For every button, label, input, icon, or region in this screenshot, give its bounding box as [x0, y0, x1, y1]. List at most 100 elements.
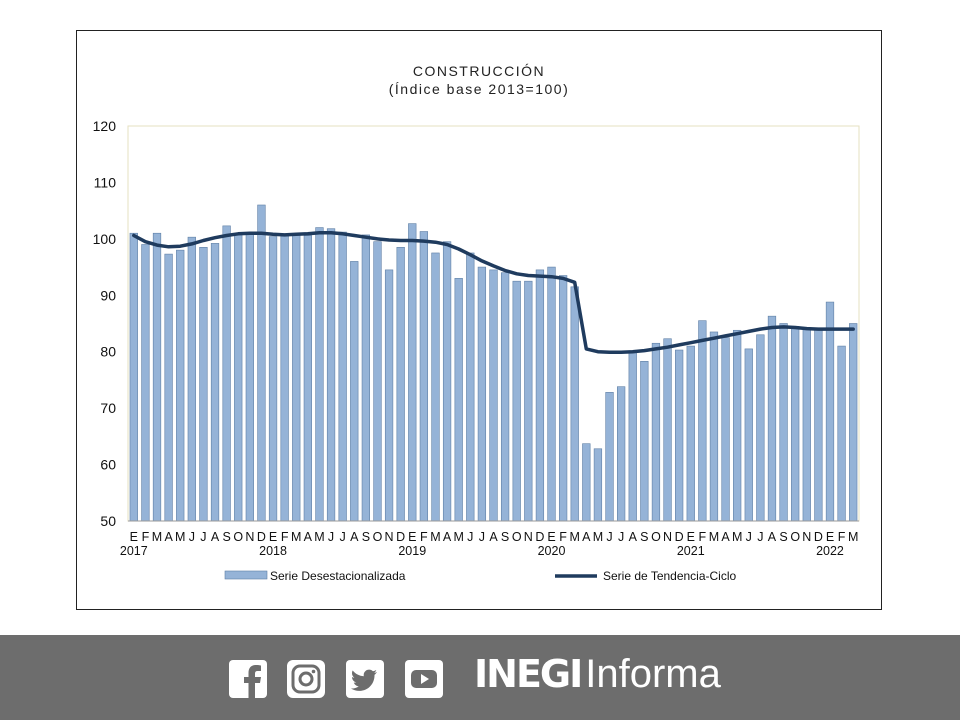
bar — [361, 234, 370, 522]
x-tick-label: A — [721, 530, 730, 544]
x-tick-label: A — [443, 530, 452, 544]
x-tick-label: M — [709, 530, 719, 544]
x-tick-label: N — [663, 530, 672, 544]
x-tick-label: S — [222, 530, 230, 544]
x-tick-label: J — [328, 530, 334, 544]
x-tick-label: A — [304, 530, 313, 544]
footer-bar: INEGI Informa — [0, 635, 960, 720]
bar — [187, 236, 196, 522]
twitter-icon[interactable] — [346, 660, 384, 698]
bar — [721, 337, 730, 522]
bar — [280, 235, 289, 522]
bar — [744, 348, 753, 522]
bar — [222, 225, 231, 522]
bar — [767, 315, 777, 522]
x-tick-label: M — [291, 530, 301, 544]
x-tick-label: N — [524, 530, 533, 544]
legend-swatch-bars — [224, 570, 268, 580]
bar — [512, 280, 521, 522]
year-label: 2018 — [259, 544, 287, 558]
y-tick-label: 110 — [94, 174, 117, 190]
x-tick-label: S — [779, 530, 787, 544]
x-tick-label: E — [687, 530, 695, 544]
bar — [675, 349, 684, 522]
bar — [419, 231, 429, 522]
bar — [663, 338, 672, 522]
x-tick-label: M — [593, 530, 603, 544]
youtube-icon[interactable] — [405, 660, 443, 698]
chart-frame: CONSTRUCCIÓN (Índice base 2013=100) 50 60… — [76, 30, 882, 610]
bar — [245, 234, 254, 522]
inegi-informa-logo: INEGI Informa — [474, 652, 721, 702]
x-tick-label: F — [559, 530, 567, 544]
x-tick-label: O — [512, 530, 522, 544]
bar — [129, 232, 138, 522]
x-tick-label: E — [408, 530, 416, 544]
bar — [651, 342, 661, 522]
bar — [582, 443, 591, 522]
bar — [558, 275, 568, 522]
bar — [814, 328, 823, 522]
x-tick-label: A — [350, 530, 359, 544]
bar — [303, 235, 312, 522]
year-label: 2020 — [538, 544, 566, 558]
x-tick-label: J — [200, 530, 206, 544]
bar — [593, 448, 603, 522]
x-tick-label: N — [802, 530, 811, 544]
bar — [791, 326, 800, 522]
x-tick-label: F — [142, 530, 150, 544]
y-tick-label: 120 — [93, 118, 117, 134]
bar — [396, 247, 405, 522]
bar — [431, 252, 440, 522]
year-label: 2022 — [816, 544, 844, 558]
x-tick-label: A — [629, 530, 638, 544]
x-tick-label: M — [848, 530, 858, 544]
x-tick-label: J — [746, 530, 752, 544]
x-tick-label: J — [606, 530, 612, 544]
bar — [442, 241, 452, 522]
bar — [210, 243, 220, 522]
bar — [350, 261, 359, 522]
bar — [477, 266, 487, 522]
bar — [802, 328, 811, 522]
x-tick-label: J — [479, 530, 485, 544]
legend-label-bars: Serie Desestacionalizada — [270, 569, 406, 583]
x-tick-label: D — [675, 530, 684, 544]
x-tick-label: F — [281, 530, 289, 544]
year-label: 2017 — [120, 544, 148, 558]
brand-regular: Informa — [585, 652, 721, 696]
bar — [234, 234, 243, 522]
bar — [849, 323, 858, 522]
x-tick-label: F — [838, 530, 846, 544]
bar — [500, 272, 510, 522]
facebook-icon[interactable] — [229, 660, 267, 698]
instagram-icon[interactable] — [287, 660, 325, 698]
bar — [825, 301, 835, 522]
x-tick-label: A — [164, 530, 173, 544]
bar — [141, 244, 150, 522]
x-tick-label: E — [130, 530, 138, 544]
bar — [408, 223, 417, 522]
x-tick-label: O — [790, 530, 800, 544]
x-tick-label: S — [362, 530, 370, 544]
y-tick-label: 70 — [100, 400, 116, 416]
bar — [709, 331, 719, 522]
y-tick-label: 90 — [100, 287, 116, 303]
bar — [686, 345, 695, 522]
x-tick-label: A — [768, 530, 777, 544]
bar — [605, 392, 614, 522]
x-tick-label: D — [396, 530, 405, 544]
x-tick-label: E — [826, 530, 834, 544]
x-tick-label: M — [732, 530, 742, 544]
bar — [640, 361, 649, 522]
x-tick-label: N — [245, 530, 254, 544]
bar — [373, 241, 382, 522]
bar — [164, 253, 173, 522]
y-tick-label: 100 — [93, 231, 117, 247]
x-tick-label: S — [640, 530, 648, 544]
x-tick-label: M — [570, 530, 580, 544]
x-tick-label: E — [547, 530, 555, 544]
x-tick-label: E — [269, 530, 277, 544]
bar — [837, 345, 846, 522]
